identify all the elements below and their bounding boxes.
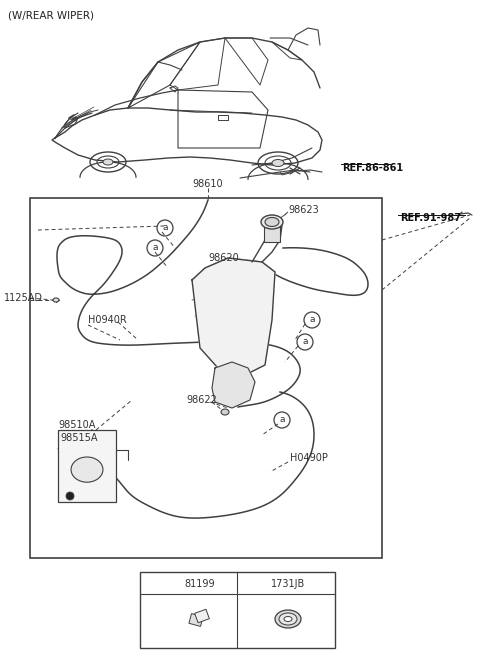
Text: REF.91-987: REF.91-987 (400, 213, 461, 223)
Circle shape (66, 492, 74, 500)
Text: 81199: 81199 (185, 579, 216, 589)
Text: REF.86-861: REF.86-861 (342, 163, 403, 173)
Ellipse shape (275, 610, 301, 628)
Text: 98510A: 98510A (58, 420, 96, 430)
Bar (30, 198, 382, 558)
Text: H0490P: H0490P (290, 453, 328, 463)
Bar (264, 224, 280, 242)
Text: a: a (279, 415, 285, 424)
Text: a: a (302, 338, 308, 346)
Bar (140, 572, 335, 648)
Ellipse shape (53, 298, 59, 302)
Ellipse shape (261, 215, 283, 229)
Text: H0940R: H0940R (88, 315, 127, 325)
Text: 98620: 98620 (208, 253, 239, 263)
Bar (58, 430, 116, 502)
Text: a: a (152, 244, 158, 252)
Polygon shape (192, 258, 275, 375)
Ellipse shape (265, 217, 279, 227)
Text: a: a (147, 579, 153, 589)
Text: 98622: 98622 (186, 395, 217, 405)
Ellipse shape (71, 457, 103, 482)
Text: 98623: 98623 (288, 205, 319, 215)
Text: a: a (162, 223, 168, 233)
Ellipse shape (272, 160, 284, 166)
Ellipse shape (221, 409, 229, 415)
Text: a: a (309, 315, 315, 325)
Polygon shape (212, 362, 255, 408)
Bar (195, 609, 209, 623)
Bar (189, 614, 203, 626)
Text: 98610: 98610 (192, 179, 223, 189)
Text: (W/REAR WIPER): (W/REAR WIPER) (8, 11, 94, 21)
Ellipse shape (103, 159, 113, 165)
Ellipse shape (279, 613, 297, 625)
Text: 1731JB: 1731JB (271, 579, 305, 589)
Text: 1125AD: 1125AD (4, 293, 43, 303)
Text: 98515A: 98515A (60, 433, 97, 443)
Ellipse shape (284, 616, 292, 622)
